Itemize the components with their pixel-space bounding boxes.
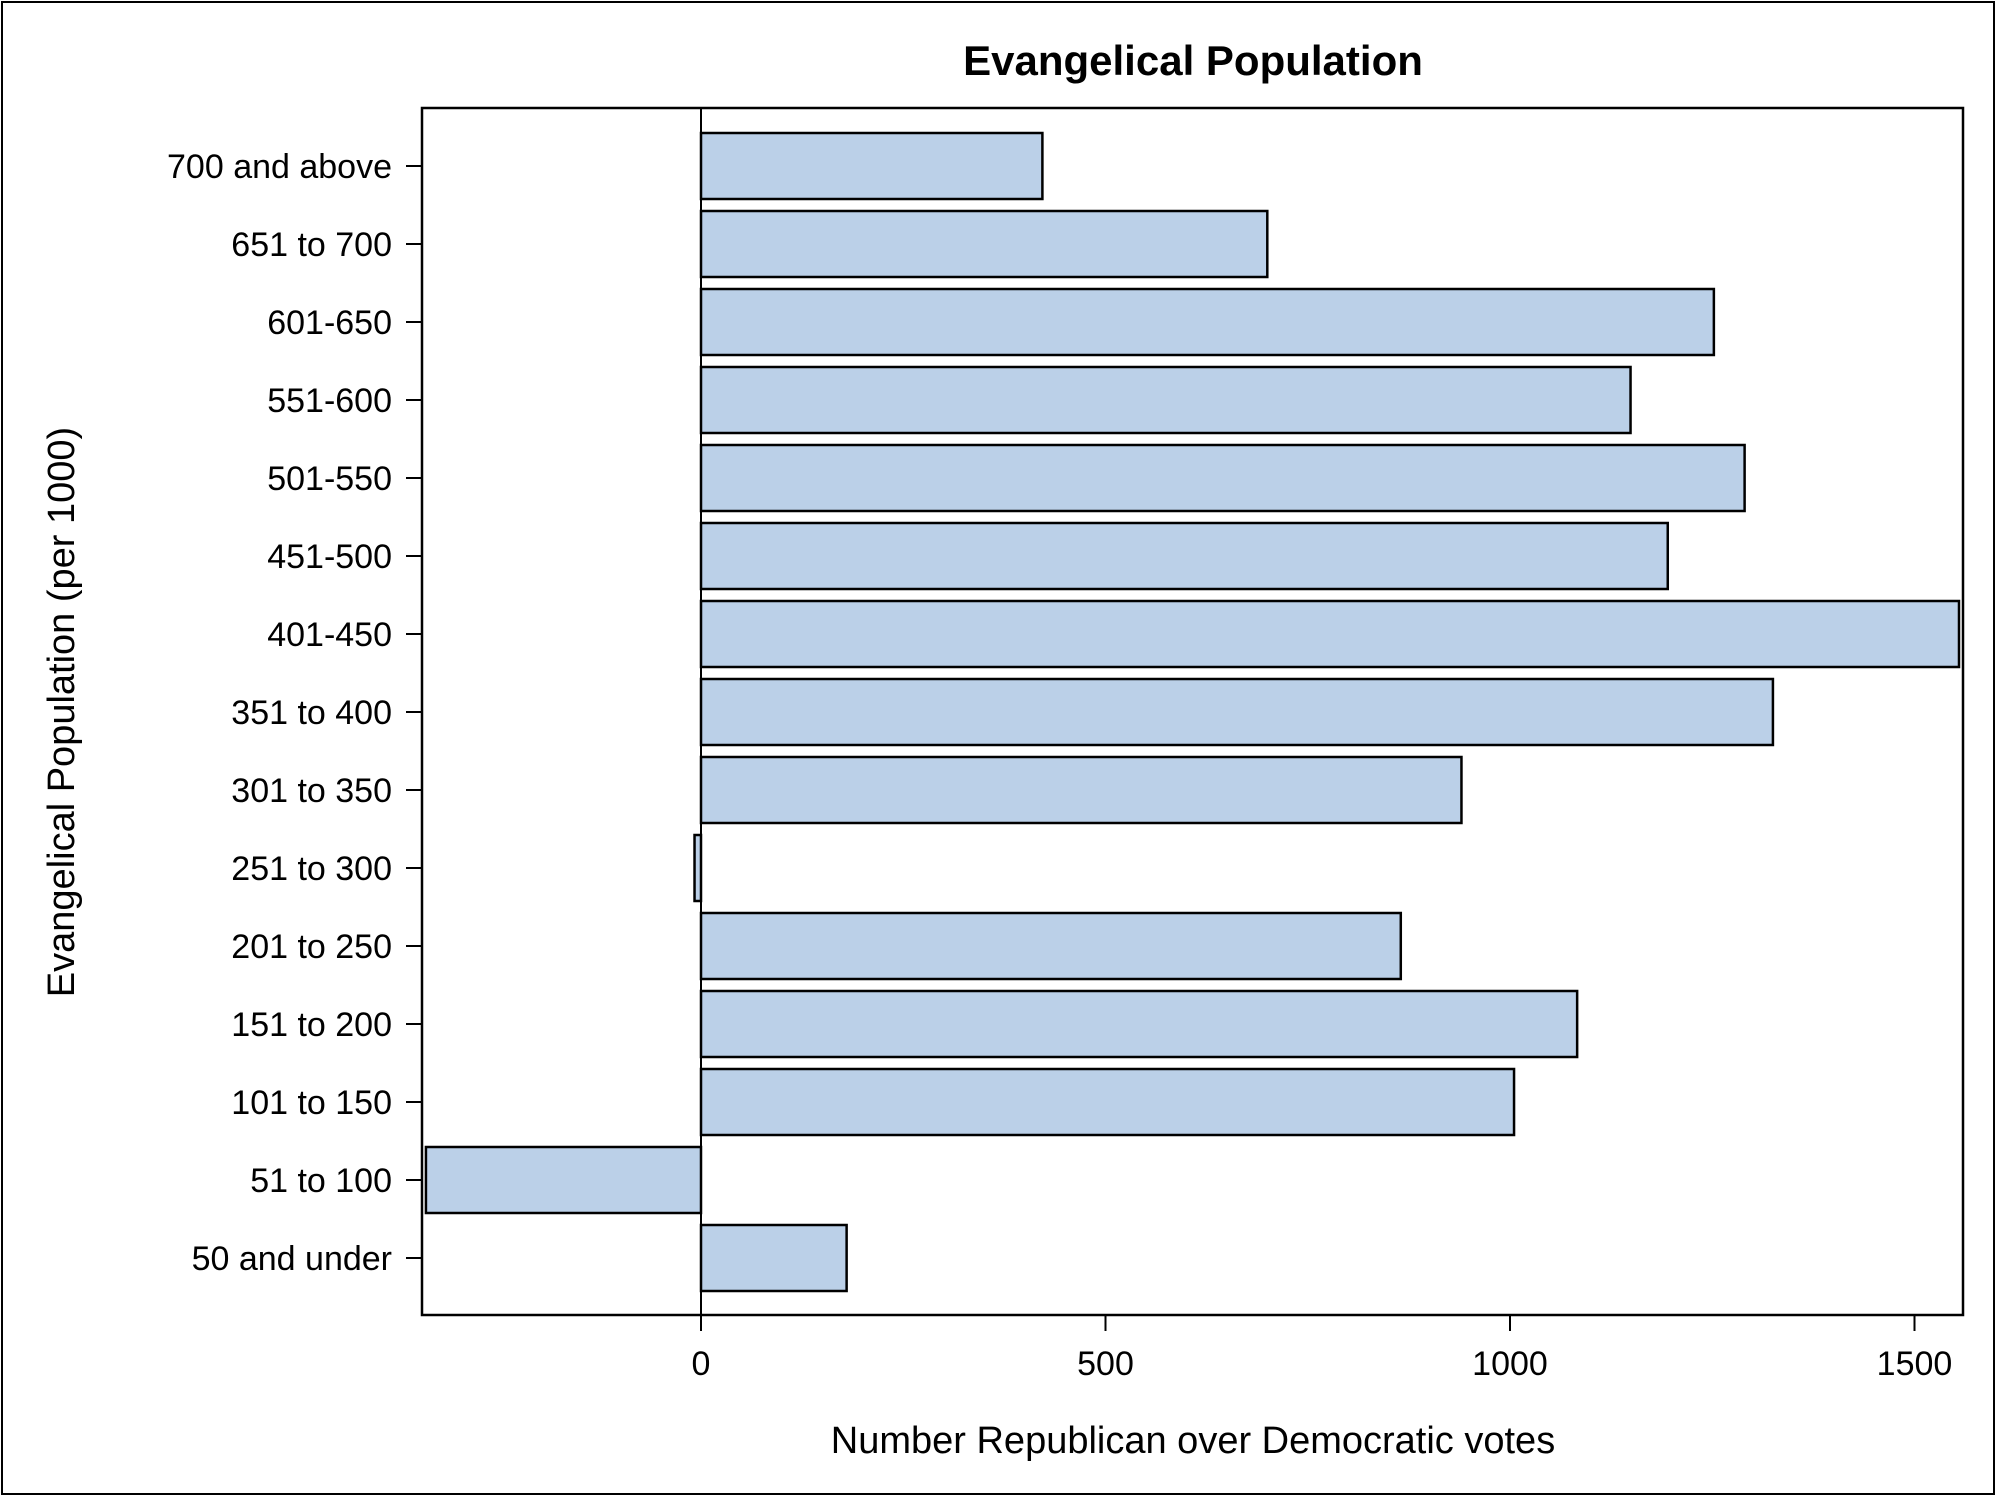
y-tick-label: 201 to 250 xyxy=(231,928,392,966)
y-tick-label: 50 and under xyxy=(192,1240,392,1278)
bar xyxy=(699,599,1961,669)
bar xyxy=(699,287,1716,357)
x-axis-label: Number Republican over Democratic votes xyxy=(831,1420,1555,1462)
y-axis: 700 and above 651 to 700 601-650 551-600 501… xyxy=(167,148,422,1278)
bar xyxy=(699,365,1632,435)
x-tick-label: 500 xyxy=(1077,1345,1134,1383)
bar xyxy=(699,521,1670,591)
bar xyxy=(699,443,1746,513)
bars-group xyxy=(424,131,1961,1293)
bar xyxy=(699,131,1044,201)
y-tick-label: 700 and above xyxy=(167,148,392,186)
y-tick-label: 101 to 150 xyxy=(231,1084,392,1122)
bar xyxy=(699,989,1579,1059)
bar xyxy=(699,209,1269,279)
y-tick-label: 151 to 200 xyxy=(231,1006,392,1044)
y-tick-label: 351 to 400 xyxy=(231,694,392,732)
x-tick-label: 1000 xyxy=(1472,1345,1548,1383)
bar xyxy=(699,911,1403,981)
y-axis-label: Evangelical Population (per 1000) xyxy=(41,427,83,997)
y-tick-label: 501-550 xyxy=(267,460,392,498)
y-tick-label: 251 to 300 xyxy=(231,850,392,888)
y-tick-label: 401-450 xyxy=(267,616,392,654)
chart-title: Evangelical Population xyxy=(963,37,1423,84)
y-tick-label: 651 to 700 xyxy=(231,226,392,264)
bar xyxy=(424,1145,703,1215)
x-axis: 0 500 1000 1500 xyxy=(692,1315,1953,1383)
x-tick-label: 0 xyxy=(692,1345,711,1383)
y-tick-label: 601-650 xyxy=(267,304,392,342)
bar xyxy=(699,755,1463,825)
y-tick-label: 451-500 xyxy=(267,538,392,576)
bar xyxy=(699,677,1775,747)
y-tick-label: 51 to 100 xyxy=(250,1162,392,1200)
y-tick-label: 301 to 350 xyxy=(231,772,392,810)
y-tick-label: 551-600 xyxy=(267,382,392,420)
bar xyxy=(699,1223,848,1293)
x-tick-label: 1500 xyxy=(1877,1345,1953,1383)
bar xyxy=(699,1067,1516,1137)
